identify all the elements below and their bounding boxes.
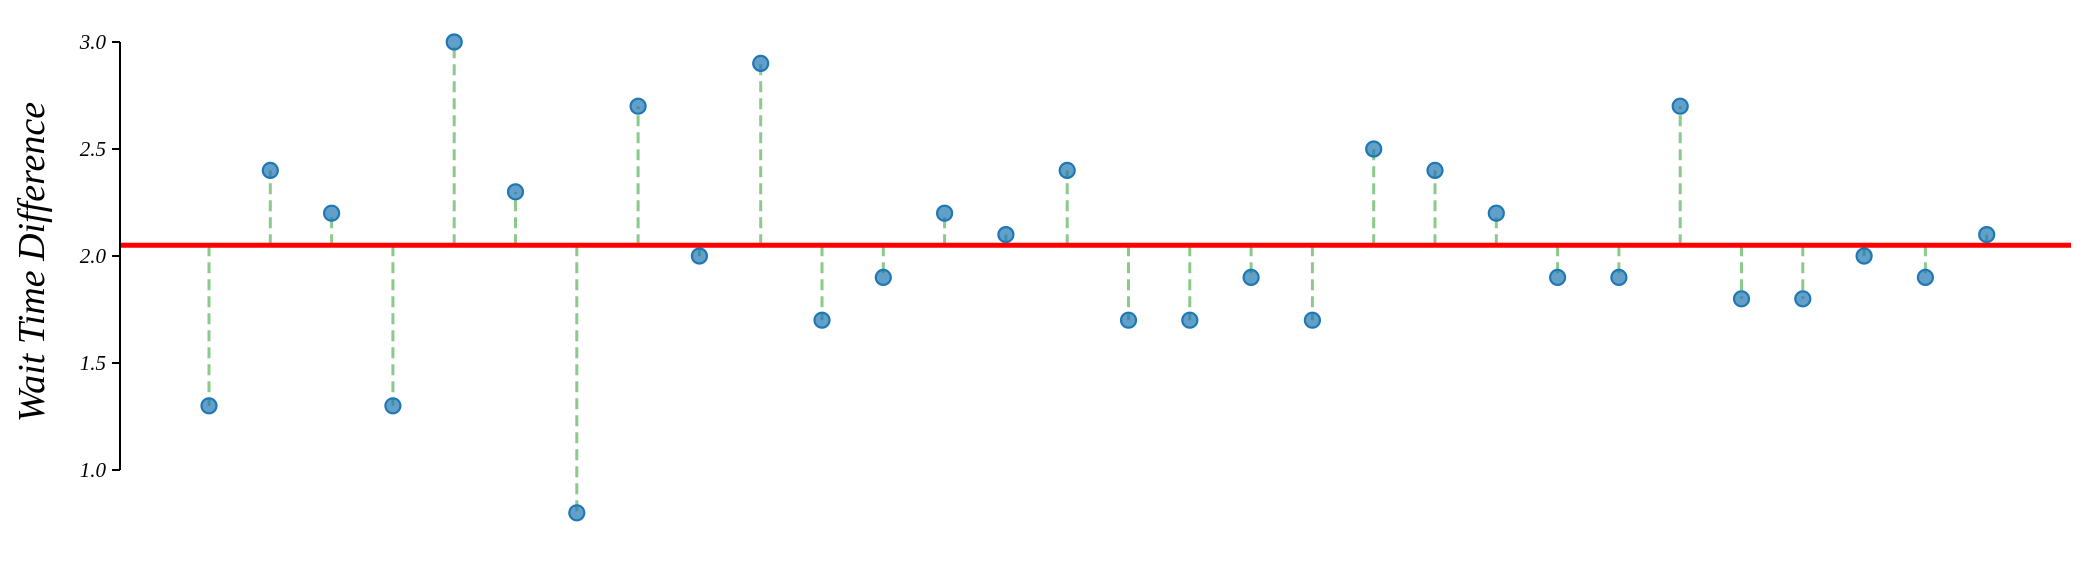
y-tick-label: 2.0 bbox=[80, 244, 107, 268]
data-point bbox=[1855, 247, 1873, 265]
data-point bbox=[1242, 268, 1260, 286]
y-tick-label: 3.0 bbox=[79, 30, 107, 54]
data-point bbox=[813, 311, 831, 329]
data-point bbox=[1794, 290, 1812, 308]
data-point bbox=[1978, 226, 1996, 244]
data-point bbox=[1732, 290, 1751, 308]
data-point bbox=[261, 161, 279, 179]
data-point bbox=[200, 397, 218, 415]
data-point bbox=[323, 204, 341, 222]
y-tick-label: 1.0 bbox=[80, 458, 107, 482]
data-point bbox=[1487, 204, 1505, 222]
data-point bbox=[874, 268, 892, 286]
data-point bbox=[1058, 161, 1076, 179]
data-point bbox=[1119, 311, 1138, 329]
point-layer bbox=[200, 33, 1996, 522]
data-point bbox=[1548, 268, 1567, 286]
data-point bbox=[1916, 268, 1935, 286]
data-point bbox=[1671, 97, 1689, 115]
data-point bbox=[1303, 311, 1322, 329]
data-point bbox=[629, 97, 647, 115]
data-point bbox=[1426, 161, 1444, 179]
data-point bbox=[568, 504, 586, 522]
data-point bbox=[506, 183, 525, 201]
data-point bbox=[997, 226, 1015, 244]
data-point bbox=[1181, 311, 1199, 329]
stem-layer bbox=[207, 42, 1989, 513]
data-point bbox=[384, 397, 402, 415]
y-tick-label: 1.5 bbox=[80, 351, 106, 375]
data-point bbox=[1610, 268, 1628, 286]
data-point bbox=[445, 33, 463, 51]
y-tick-label: 2.5 bbox=[80, 137, 106, 161]
data-point bbox=[1365, 140, 1383, 158]
data-point bbox=[752, 54, 770, 73]
y-tick-layer: 1.0 1.5 2.0 2.5 3.0 bbox=[79, 30, 120, 482]
y-axis-label: Wait Time Difference bbox=[11, 102, 53, 422]
data-point bbox=[935, 204, 954, 222]
data-point bbox=[690, 247, 709, 265]
